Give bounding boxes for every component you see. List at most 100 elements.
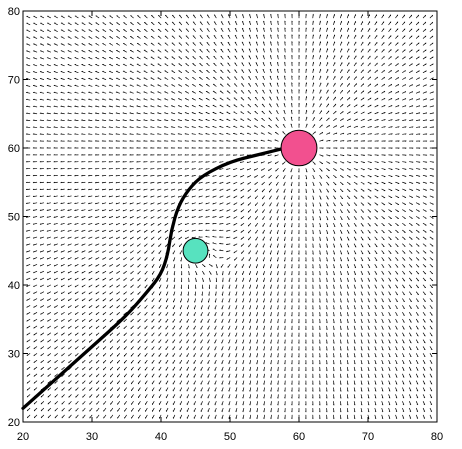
field-vector-head — [284, 328, 286, 330]
field-vector-head — [129, 202, 131, 205]
field-vector — [137, 257, 141, 261]
field-vector-head — [164, 224, 166, 226]
field-vector-head — [88, 161, 90, 163]
field-vector-head — [233, 230, 235, 233]
field-vector — [46, 181, 51, 184]
field-vector — [157, 181, 162, 184]
field-vector — [248, 243, 252, 248]
field-vector — [144, 332, 148, 337]
field-vector — [212, 175, 217, 177]
field-vector — [123, 325, 127, 330]
field-vector — [180, 257, 183, 262]
field-vector — [68, 353, 72, 357]
field-vector — [221, 353, 224, 358]
field-vector-head — [209, 253, 211, 256]
field-vector — [193, 312, 196, 317]
field-vector — [32, 78, 38, 80]
field-vector — [263, 346, 265, 351]
field-vector — [206, 49, 210, 53]
field-vector — [178, 21, 183, 26]
field-vector — [158, 325, 162, 330]
field-vector-head — [115, 133, 118, 135]
field-vector-head — [270, 403, 272, 406]
field-vector — [240, 188, 245, 192]
field-vector — [26, 366, 31, 370]
field-vector — [144, 236, 148, 240]
field-vector-head — [137, 230, 139, 233]
field-vector — [151, 380, 155, 385]
field-vector-head — [39, 133, 42, 135]
field-vector — [136, 216, 141, 219]
field-vector — [208, 264, 213, 267]
field-vector-head — [26, 244, 28, 246]
field-vector-head — [164, 196, 166, 198]
field-vector — [191, 216, 196, 218]
field-vector — [68, 332, 72, 336]
field-vector-head — [115, 209, 118, 212]
field-vector-head — [157, 210, 159, 212]
field-vector-head — [53, 147, 56, 149]
field-vector — [270, 339, 272, 344]
field-vector — [68, 312, 72, 315]
field-vector-head — [47, 313, 49, 315]
field-vector-head — [305, 397, 307, 399]
field-vector — [46, 50, 51, 53]
field-vector — [67, 188, 72, 191]
field-vector-head — [54, 299, 56, 301]
field-vector-head — [275, 162, 277, 164]
field-vector — [60, 181, 65, 184]
field-vector — [102, 77, 107, 80]
field-vector — [40, 305, 45, 308]
field-vector — [26, 284, 31, 287]
field-vector — [131, 387, 134, 392]
field-vector — [247, 195, 252, 199]
field-vector — [185, 84, 189, 87]
field-vector-head — [46, 188, 49, 190]
field-vector-head — [122, 216, 125, 219]
field-vector-head — [212, 161, 214, 163]
field-vector — [267, 139, 272, 142]
field-vector — [249, 14, 252, 19]
field-vector-head — [143, 196, 145, 198]
field-vector-head — [177, 175, 180, 177]
field-vector-head — [33, 244, 35, 246]
field-vector — [96, 353, 100, 357]
field-vector — [248, 41, 252, 46]
field-vector-head — [88, 271, 90, 274]
field-vector — [130, 284, 134, 288]
field-vector — [89, 353, 93, 357]
field-vector — [214, 305, 217, 310]
field-vector — [171, 91, 176, 94]
field-vector-head — [81, 188, 83, 190]
field-vector — [256, 264, 258, 269]
field-vector — [129, 49, 134, 53]
field-vector — [61, 414, 65, 419]
field-vector — [33, 277, 38, 281]
field-vector — [276, 202, 279, 207]
field-vector — [32, 195, 38, 197]
field-vector-head — [291, 239, 293, 241]
field-vector-head — [33, 154, 35, 156]
field-vector — [26, 223, 31, 225]
field-vector-head — [298, 266, 300, 269]
field-vector-head — [53, 154, 56, 156]
field-vector-head — [201, 287, 204, 289]
field-vector — [102, 353, 107, 357]
field-vector-head — [81, 202, 83, 204]
field-vector-head — [74, 133, 76, 135]
field-vector-head — [274, 154, 276, 157]
field-vector-head — [188, 273, 190, 276]
field-vector — [195, 277, 197, 282]
field-vector — [255, 41, 258, 46]
field-vector-head — [277, 403, 279, 406]
field-vector — [60, 216, 65, 218]
field-vector-head — [270, 383, 272, 385]
field-vector — [193, 353, 196, 358]
field-vector — [102, 50, 107, 53]
field-vector — [150, 119, 155, 121]
field-vector — [179, 373, 183, 378]
field-vector — [246, 132, 252, 135]
field-vector — [138, 407, 141, 412]
field-vector — [198, 161, 203, 163]
field-vector — [96, 360, 100, 364]
